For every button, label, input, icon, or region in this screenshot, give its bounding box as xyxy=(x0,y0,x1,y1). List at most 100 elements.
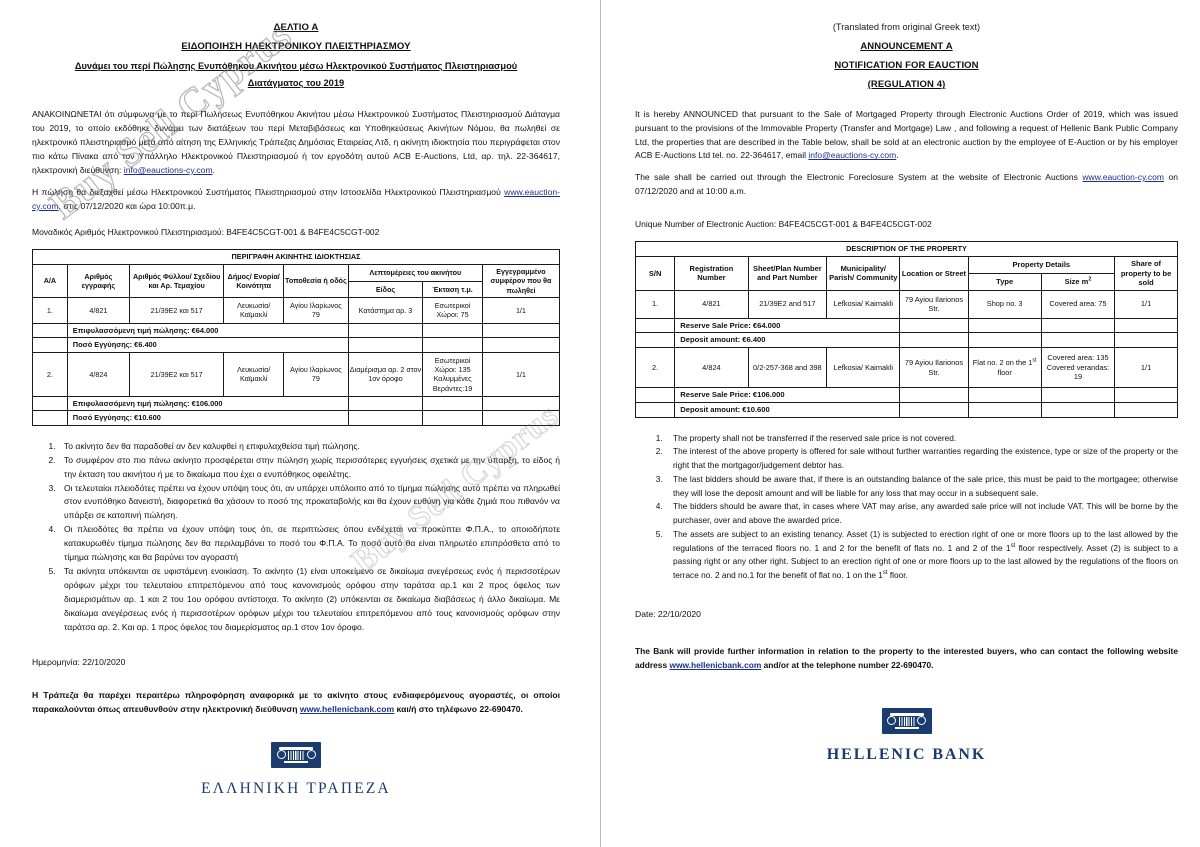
greek-title-2: ΕΙΔΟΠΟΙΗΣΗ ΗΛΕΚΤΡΟΝΙΚΟΥ ΠΛΕΙΣΤΗΡΙΑΣΜΟΥ xyxy=(181,41,411,52)
greek-r2-share: 1/1 xyxy=(481,351,561,397)
english-table-header-row-1: S/N Registration Number Sheet/Plan Numbe… xyxy=(634,255,1178,291)
page-english: (Translated from original Greek text) AN… xyxy=(601,0,1200,847)
greek-r1-reserve-b2 xyxy=(422,322,483,339)
english-logo-block: HELLENIC BANK xyxy=(635,708,1178,764)
greek-date: Ημερομηνία: 22/10/2020 xyxy=(32,656,126,667)
greek-r2-reserve-b1 xyxy=(347,395,424,412)
greek-r1-reserve-b3 xyxy=(481,322,561,339)
greek-heading-block: ΔΕΛΤΙΟ Α ΕΙΔΟΠΟΙΗΣΗ ΗΛΕΚΤΡΟΝΙΚΟΥ ΠΛΕΙΣΤΗ… xyxy=(32,22,560,91)
greek-paragraph-2-a: Η πώληση θα διεξαχθεί μέσω Ηλεκτρονικού … xyxy=(32,186,505,197)
greek-th-size: Έκταση τ.μ. xyxy=(422,280,483,298)
english-r1-deposit-pad xyxy=(634,332,676,349)
hellenic-bank-column-icon xyxy=(271,742,321,769)
list-item: Οι πλειοδότες θα πρέπει να έχουν υπόψη τ… xyxy=(58,523,560,565)
english-r2-size: Covered area: 135 Covered verandas: 19 xyxy=(1040,347,1116,389)
english-r2-location: 79 Ayiou Ilarionos Str. xyxy=(899,347,969,389)
english-translated-note: (Translated from original Greek text) xyxy=(832,22,981,32)
english-th-type: Type xyxy=(967,272,1042,291)
greek-r1-type: Κατάστημα αρ. 3 xyxy=(347,296,424,324)
english-email-link[interactable]: info@eauctions-cy.com xyxy=(808,150,897,161)
greek-th-type: Είδος xyxy=(347,280,424,298)
english-r1-type: Shop no. 3 xyxy=(967,289,1042,319)
list-item: Το ακίνητο δεν θα παραδοθεί αν δεν καλυφ… xyxy=(58,440,560,454)
list-item: The assets are subject to an existing te… xyxy=(665,528,1178,583)
english-r1-deposit-row: Deposit amount: €6.400 xyxy=(634,332,1178,349)
english-th-sheet-plan: Sheet/Plan Number and Part Number xyxy=(747,255,828,291)
greek-r1-deposit-row: Ποσό Εγγύησης: €6.400 xyxy=(32,337,561,353)
english-bank-website-link[interactable]: www.hellenicbank.com xyxy=(669,659,762,670)
greek-r2-deposit-row: Ποσό Εγγύησης: €10.600 xyxy=(32,410,561,426)
english-th-location: Location or Street xyxy=(899,255,969,291)
english-r2-reserve-pad xyxy=(634,387,676,403)
english-auction-website-link[interactable]: www.eauction-cy.com xyxy=(1082,172,1164,183)
greek-r1-sn: 1. xyxy=(32,296,68,324)
english-r1-size: Covered area: 75 xyxy=(1040,289,1116,319)
list-item: Οι τελευταίοι πλειοδότες πρέπει να έχουν… xyxy=(58,482,560,524)
page-divider xyxy=(600,0,601,847)
greek-r2-sheet-plan: 21/39E2 και 517 xyxy=(128,351,225,397)
english-th-municipality: Municipality/ Parish/ Community xyxy=(826,255,901,291)
greek-paragraph-1: ΑΝΑΚΟΙΝΩΝΕΤΑΙ ότι σύμφωνα με το περί Πωλ… xyxy=(32,107,560,177)
greek-paragraph-1-text: ΑΝΑΚΟΙΝΩΝΕΤΑΙ ότι σύμφωνα με το περί Πωλ… xyxy=(32,108,560,175)
list-item: The property shall not be transferred if… xyxy=(665,432,1178,446)
list-item: The interest of the above property is of… xyxy=(665,445,1178,473)
greek-th-details-group: Λεπτομέρειες του ακινήτου xyxy=(347,264,483,282)
greek-footer-b: και/ή στο τηλέφωνο 22-690470. xyxy=(394,703,523,714)
greek-r2-deposit: Ποσό Εγγύησης: €10.600 xyxy=(66,410,349,426)
greek-r2-deposit-pad xyxy=(32,410,68,426)
greek-auction-website-link[interactable]: www.eauction-cy.com xyxy=(32,186,560,211)
english-table-caption-row: DESCRIPTION OF THE PROPERTY xyxy=(635,240,1178,257)
greek-title-3-line-2: Διατάγματος του 2019 xyxy=(247,77,345,88)
greek-bank-website-link[interactable]: www.hellenicbank.com xyxy=(299,703,395,714)
table-row: 2. 4/824 21/39E2 και 517 Λευκωσία/ Καϊμα… xyxy=(32,351,561,397)
greek-r1-registration: 4/821 xyxy=(66,296,130,324)
list-item: The last bidders should be aware that, i… xyxy=(665,473,1178,501)
english-r2-type-b: floor xyxy=(997,367,1012,377)
table-row: 2. 4/824 0/2-257-368 and 398 Lefkosia/ K… xyxy=(634,347,1178,389)
english-th-registration: Registration Number xyxy=(674,255,749,291)
english-footer-note: The Bank will provide further informatio… xyxy=(635,645,1178,672)
hellenic-bank-column-icon xyxy=(881,708,932,735)
greek-th-municipality: Δήμος/ Ενορία/ Κοινότητα xyxy=(223,264,285,298)
english-table-header-row-2: Type Size m2 xyxy=(636,272,1178,291)
greek-email-link[interactable]: info@eauctions-cy.com xyxy=(123,164,213,175)
greek-r2-registration: 4/824 xyxy=(66,351,130,397)
english-r1-reserve-pad xyxy=(634,317,676,334)
english-r2-deposit-pad xyxy=(634,401,676,418)
greek-r1-deposit-b2 xyxy=(422,337,483,353)
english-r1-reserve-b3 xyxy=(1114,317,1178,334)
greek-r2-reserve-price: Επιφυλασσόμενη τιμή πώλησης: €106.000 xyxy=(66,395,349,412)
english-r2-deposit-b3 xyxy=(1114,401,1178,418)
english-r2-deposit-row: Deposit amount: €10.600 xyxy=(634,401,1178,418)
greek-th-registration: Αριθμός εγγραφής xyxy=(66,264,130,298)
english-th-size-text: Size m xyxy=(1064,276,1089,286)
english-r1-sheet-plan: 21/39E2 and 517 xyxy=(747,289,828,319)
list-item: Τα ακίνητα υπόκεινται σε υφιστάμενη ενοι… xyxy=(58,565,560,635)
english-th-details-group: Property Details xyxy=(967,255,1116,274)
greek-r1-deposit-pad xyxy=(32,337,68,353)
greek-r2-deposit-b2 xyxy=(422,410,483,426)
greek-r1-deposit-b3 xyxy=(481,337,561,353)
english-heading-block: (Translated from original Greek text) AN… xyxy=(635,22,1178,90)
greek-r2-reserve-b2 xyxy=(422,395,483,412)
english-th-share: Share of property to be sold xyxy=(1114,255,1178,291)
english-note5-c: floor. xyxy=(887,570,908,581)
greek-th-sn: Α/Α xyxy=(32,264,68,298)
greek-r1-deposit-b1 xyxy=(347,337,424,353)
greek-unique-number: Μοναδικός Αριθμός Ηλεκτρονικού Πλειστηρι… xyxy=(32,226,380,237)
english-r2-reserve-b2 xyxy=(1040,387,1116,403)
english-r2-deposit-b2 xyxy=(1040,401,1116,418)
english-footer-a: The Bank will provide further informatio… xyxy=(635,646,1178,670)
english-th-size: Size m2 xyxy=(1040,272,1116,291)
greek-r2-type: Διαμέρισμα αρ. 2 στον 1ον όροφο xyxy=(347,351,424,397)
greek-paragraph-2: Η πώληση θα διεξαχθεί μέσω Ηλεκτρονικού … xyxy=(32,185,560,213)
page-greek: ΔΕΛΤΙΟ Α ΕΙΔΟΠΟΙΗΣΗ ΗΛΕΚΤΡΟΝΙΚΟΥ ΠΛΕΙΣΤΗ… xyxy=(0,0,600,847)
english-unique-number: Unique Number of Electronic Auction: B4F… xyxy=(635,218,932,229)
greek-r1-size: Εσωτερικοί Χώροι: 75 xyxy=(422,296,483,324)
greek-r2-sn: 2. xyxy=(32,351,68,397)
english-logo-name: HELLENIC BANK xyxy=(826,746,987,764)
english-r1-sn: 1. xyxy=(634,289,676,319)
greek-r2-reserve-pad xyxy=(32,395,68,412)
greek-footer-note: Η Τράπεζα θα παρέχει περαιτέρω πληροφόρη… xyxy=(32,689,560,717)
english-r2-type-superscript: st xyxy=(1032,357,1037,364)
